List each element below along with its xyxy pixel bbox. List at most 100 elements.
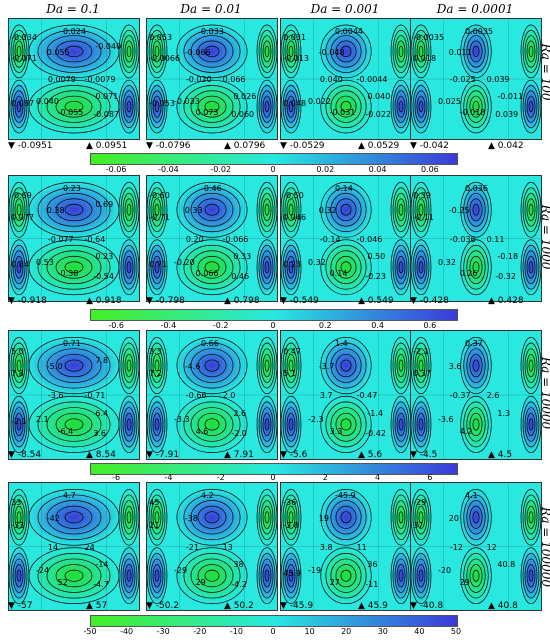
contour-line: [412, 494, 430, 540]
contour-line: [398, 359, 404, 372]
contour-line: [126, 203, 132, 216]
contour-line: [284, 35, 298, 68]
contour-label: 7.8: [11, 368, 24, 378]
contour-line: [37, 187, 111, 233]
colorbar: [90, 153, 458, 165]
side-cell-fill: [119, 547, 139, 604]
contour-line: [325, 553, 367, 599]
min-value: ▼ -40.8: [410, 601, 444, 611]
contour-line: [9, 547, 30, 604]
contour-line: [120, 401, 138, 448]
contour-line: [416, 255, 426, 279]
min-value: ▼ -5.6: [280, 450, 308, 460]
contour-line: [10, 494, 28, 540]
side-cell-fill: [391, 239, 411, 295]
contour-line: [526, 255, 536, 279]
contour-line: [390, 547, 411, 604]
contour-label: 7.2: [149, 368, 162, 378]
colorbar-tick-label: 0.04: [368, 165, 387, 174]
contour-svg: [281, 483, 411, 610]
min-value: ▼ -8.54: [8, 450, 42, 460]
contour-label: 0.32: [318, 206, 337, 216]
contour-label: 0.71: [63, 339, 81, 349]
max-value: ▲ 0.798: [224, 296, 260, 306]
contour-line: [197, 95, 227, 118]
contour-line: [520, 239, 541, 296]
contour-label: 0.040: [367, 91, 391, 101]
contour-label: -33: [11, 520, 25, 530]
contour-line: [282, 244, 300, 290]
contour-label: -6.4: [57, 426, 74, 436]
contour-line: [154, 511, 160, 524]
contour-line: [183, 401, 241, 448]
contour-label: 0.053: [149, 33, 173, 43]
contour-line: [522, 187, 540, 233]
contour-label: 0.036: [465, 184, 488, 194]
contour-line: [528, 45, 534, 58]
side-cell-fill: [257, 182, 277, 238]
contour-line: [520, 547, 541, 604]
contour-line: [330, 35, 362, 68]
contour-line: [412, 85, 430, 129]
contour-label: -0.025: [449, 75, 476, 85]
contour-label: -1.4: [367, 409, 383, 419]
contour-line: [16, 45, 22, 58]
contour-label: -0.71: [149, 212, 170, 222]
contour-label: -0.0044: [356, 75, 388, 85]
contour-line: [14, 198, 24, 222]
contour-label: 4.2: [201, 491, 214, 501]
contour-line: [197, 505, 227, 529]
min-value: ▼ -0.0951: [8, 141, 53, 151]
contour-line: [392, 244, 410, 290]
side-cell-fill: [257, 489, 277, 546]
max-value-text: 57: [95, 601, 108, 611]
max-value: ▲ 40.8: [488, 601, 518, 611]
contour-line: [414, 348, 428, 383]
max-value: ▲ 0.549: [358, 296, 394, 306]
contour-line: [148, 401, 166, 448]
contour-line: [120, 244, 138, 290]
contour-label: 0.087: [11, 99, 35, 109]
min-value-text: -8.54: [17, 450, 42, 460]
contour-line: [330, 348, 362, 383]
contour-line: [126, 261, 132, 274]
da-header-2: Da = 0.001: [310, 2, 380, 16]
contour-label: -4.2: [231, 580, 247, 590]
side-cell-fill: [281, 25, 301, 78]
contour-label: 0.53: [36, 257, 54, 267]
lower-cell-fill: [29, 80, 119, 133]
contour-line: [284, 90, 298, 123]
contour-line: [288, 261, 294, 274]
contour-label: 2.6: [233, 409, 247, 419]
contour-line: [335, 198, 357, 222]
contour-line: [526, 564, 536, 588]
contour-line: [260, 500, 274, 535]
side-cell-fill: [411, 396, 431, 453]
contour-label: 0.23: [63, 184, 81, 194]
contour-line: [46, 250, 102, 285]
side-cell-fill: [147, 489, 167, 546]
contour-line: [396, 95, 406, 118]
contour-line: [147, 489, 168, 546]
contour-line: [416, 505, 426, 529]
da-header-3: Da = 0.0001: [436, 2, 514, 16]
contour-line: [16, 418, 22, 431]
contour-line: [335, 40, 357, 63]
contour-line: [262, 95, 272, 118]
contour-label: 0.47: [283, 346, 301, 356]
contour-label: 0.033: [201, 26, 224, 36]
contour-line: [528, 511, 534, 524]
contour-line: [469, 198, 483, 222]
contour-label: -4.7: [93, 580, 109, 590]
contour-line: [256, 337, 277, 395]
contour-line: [16, 511, 22, 524]
contour-line: [118, 79, 139, 134]
contour-line: [122, 250, 136, 285]
contour-line: [190, 500, 234, 535]
contour-line: [154, 261, 160, 274]
contour-line: [14, 564, 24, 588]
contour-line: [411, 547, 432, 604]
upper-cell-fill: [29, 25, 119, 78]
contour-line: [282, 401, 300, 448]
contour-line: [472, 203, 480, 216]
